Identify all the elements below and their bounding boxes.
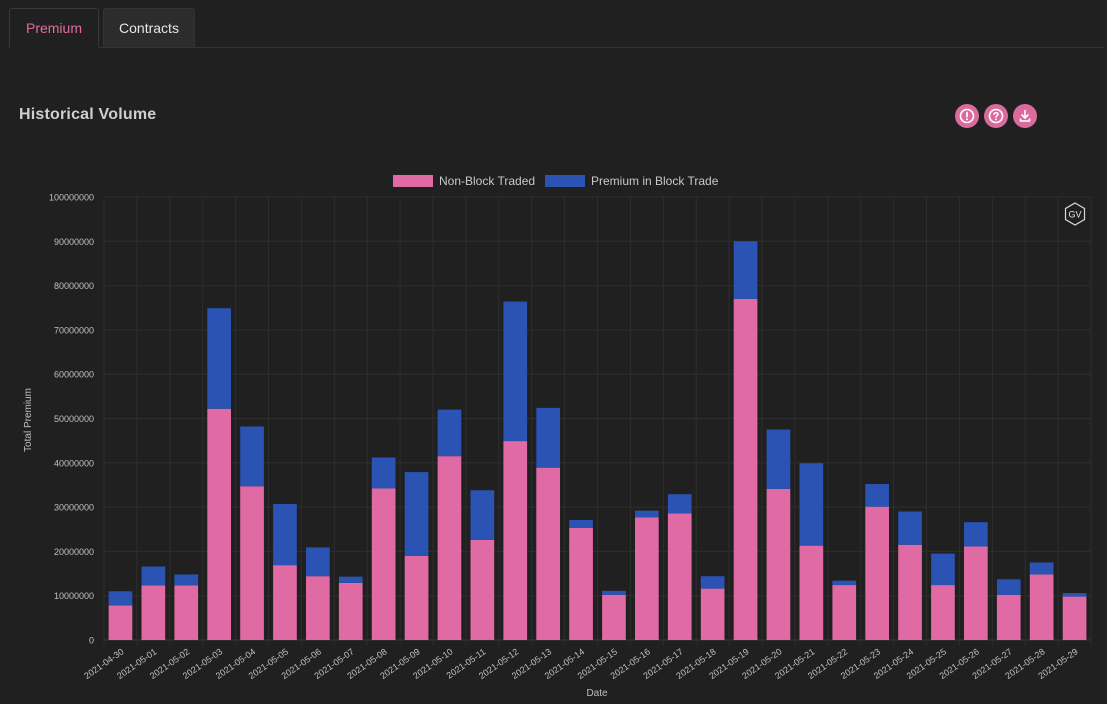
- bar-non-block[interactable]: [766, 488, 791, 640]
- bar-non-block[interactable]: [503, 441, 528, 640]
- bar-block[interactable]: [931, 553, 955, 586]
- bar-block[interactable]: [569, 519, 593, 528]
- info-button[interactable]: [955, 104, 979, 128]
- bar-block[interactable]: [174, 574, 199, 586]
- y-tick-label: 30000000: [54, 503, 94, 513]
- bar-non-block[interactable]: [273, 565, 297, 640]
- bar-non-block[interactable]: [931, 585, 955, 640]
- bar-non-block[interactable]: [733, 298, 758, 640]
- help-icon: [988, 108, 1004, 124]
- bar-block[interactable]: [536, 407, 560, 468]
- bar-non-block[interactable]: [141, 585, 166, 640]
- y-axis-title: Total Premium: [23, 388, 34, 452]
- bar-non-block[interactable]: [832, 585, 857, 640]
- bar-block[interactable]: [338, 576, 363, 583]
- bar-block[interactable]: [1029, 562, 1054, 575]
- bar-non-block[interactable]: [964, 546, 988, 640]
- y-tick-label: 100000000: [49, 193, 94, 203]
- y-tick-label: 40000000: [54, 458, 94, 468]
- chart-legend: Non-Block Traded Premium in Block Trade: [393, 174, 719, 188]
- bar-non-block[interactable]: [1029, 574, 1054, 640]
- historical-volume-chart: 0 10000000 20000000 30000000 40000000 5000000…: [23, 174, 1092, 699]
- legend-label-block: Premium in Block Trade: [591, 174, 719, 188]
- bar-block[interactable]: [141, 566, 166, 586]
- bar-non-block[interactable]: [602, 594, 626, 640]
- y-tick-label: 60000000: [54, 370, 94, 380]
- bar-block[interactable]: [602, 590, 626, 595]
- bar-block[interactable]: [1062, 593, 1087, 597]
- bar-non-block[interactable]: [470, 539, 495, 640]
- y-tick-label: 90000000: [54, 237, 94, 247]
- bar-non-block[interactable]: [799, 545, 824, 640]
- bar-block[interactable]: [470, 490, 495, 540]
- bar-block[interactable]: [108, 591, 133, 606]
- bar-non-block[interactable]: [536, 467, 560, 640]
- bar-non-block[interactable]: [1062, 596, 1087, 640]
- y-tick-label: 10000000: [54, 591, 94, 601]
- legend-swatch-non-block: [393, 175, 433, 187]
- tab-bar: Premium Contracts: [0, 0, 1107, 48]
- bar-block[interactable]: [207, 308, 231, 409]
- gv-badge-label: GV: [1068, 210, 1081, 220]
- bar-block[interactable]: [799, 463, 824, 546]
- bar-block[interactable]: [898, 511, 922, 545]
- bar-block[interactable]: [404, 472, 429, 556]
- legend-swatch-block: [545, 175, 585, 187]
- bar-non-block[interactable]: [865, 506, 889, 640]
- bar-block[interactable]: [832, 580, 857, 586]
- y-tick-label: 0: [89, 636, 94, 646]
- y-tick-label: 80000000: [54, 281, 94, 291]
- bar-non-block[interactable]: [207, 408, 231, 640]
- bar-non-block[interactable]: [108, 605, 133, 640]
- bar-block[interactable]: [766, 429, 791, 489]
- bar-block[interactable]: [733, 241, 758, 299]
- bar-non-block[interactable]: [437, 456, 462, 640]
- bar-non-block[interactable]: [996, 594, 1021, 640]
- y-tick-label: 70000000: [54, 325, 94, 335]
- chart-bars: [108, 241, 1087, 640]
- download-icon: [1019, 109, 1031, 122]
- chart-grid: [103, 196, 1092, 645]
- bar-block[interactable]: [996, 579, 1021, 595]
- bar-non-block[interactable]: [306, 576, 330, 640]
- bar-block[interactable]: [667, 494, 692, 514]
- bar-non-block[interactable]: [569, 527, 593, 640]
- bar-block[interactable]: [437, 409, 462, 457]
- bar-block[interactable]: [371, 457, 396, 489]
- bar-non-block[interactable]: [338, 582, 363, 640]
- bar-non-block[interactable]: [667, 513, 692, 640]
- gv-badge[interactable]: GV: [1064, 202, 1086, 226]
- x-axis-title: Date: [586, 688, 608, 699]
- bar-non-block[interactable]: [404, 555, 429, 640]
- bar-non-block[interactable]: [240, 486, 264, 640]
- tab-premium[interactable]: Premium: [9, 8, 99, 48]
- bar-block[interactable]: [503, 301, 528, 442]
- bar-non-block[interactable]: [700, 588, 725, 640]
- bar-non-block[interactable]: [371, 488, 396, 640]
- y-tick-label: 50000000: [54, 414, 94, 424]
- bar-block[interactable]: [964, 522, 988, 547]
- bar-non-block[interactable]: [635, 517, 659, 640]
- tab-bar-divider: [8, 47, 1104, 48]
- y-tick-label: 20000000: [54, 547, 94, 557]
- bar-block[interactable]: [635, 510, 659, 518]
- section-title: Historical Volume: [19, 106, 157, 123]
- bar-non-block[interactable]: [898, 544, 922, 640]
- gv-hexagon-icon: [1064, 202, 1086, 226]
- bar-block[interactable]: [700, 576, 725, 589]
- bar-block[interactable]: [240, 426, 264, 487]
- bar-block[interactable]: [273, 503, 297, 566]
- info-icon: [959, 108, 975, 124]
- download-button[interactable]: [1013, 104, 1037, 128]
- bar-non-block[interactable]: [174, 585, 199, 640]
- tab-contracts[interactable]: Contracts: [103, 8, 195, 48]
- help-button[interactable]: [984, 104, 1008, 128]
- bar-block[interactable]: [306, 547, 330, 577]
- bar-block[interactable]: [865, 484, 889, 507]
- legend-label-non-block: Non-Block Traded: [439, 174, 535, 188]
